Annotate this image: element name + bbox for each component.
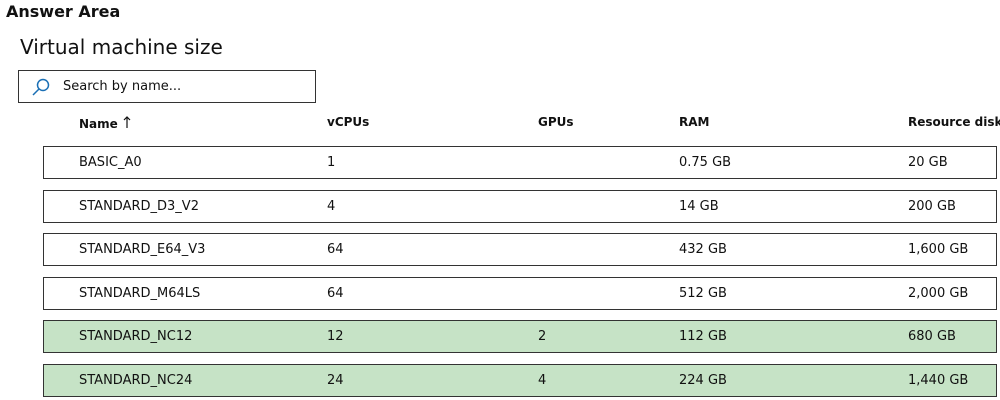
table-row[interactable]: BASIC_A0 1 0.75 GB 20 GB	[43, 146, 997, 179]
table-row[interactable]: STANDARD_D3_V2 4 14 GB 200 GB	[43, 189, 997, 223]
table-row[interactable]: STANDARD_E64_V3 64 432 GB 1,600 GB	[43, 233, 997, 267]
table-cell: 1,600 GB	[908, 242, 969, 258]
section-title: Virtual machine size	[20, 35, 223, 59]
table-cell: 2	[538, 329, 547, 345]
table-cell: 224 GB	[679, 373, 727, 388]
table-cell: STANDARD_D3_V2	[79, 198, 199, 214]
table-cell: 432 GB	[679, 242, 727, 258]
table-row[interactable]: STANDARD_NC24 24 4 224 GB 1,440 GB	[43, 364, 997, 397]
table-cell: 64	[327, 242, 344, 258]
search-icon	[32, 78, 50, 96]
table-cell: 2,000 GB	[908, 285, 969, 301]
table-cell: 200 GB	[908, 198, 956, 214]
table-cell: 0.75 GB	[679, 155, 732, 170]
column-header[interactable]: RAM	[679, 115, 710, 129]
table-cell: 680 GB	[908, 329, 956, 345]
sort-arrow	[123, 116, 131, 128]
table-cell: BASIC_A0	[79, 155, 142, 170]
table-cell: 4	[327, 198, 336, 214]
table-cell: 12	[327, 329, 344, 345]
table-cell: STANDARD_E64_V3	[79, 242, 206, 258]
table-cell: 4	[538, 373, 547, 388]
table-cell: STANDARD_M64LS	[79, 285, 201, 301]
table-cell: 112 GB	[679, 329, 727, 345]
table-row[interactable]: STANDARD_M64LS 64 512 GB 2,000 GB	[43, 276, 997, 310]
search-placeholder: Search by name...	[63, 79, 182, 94]
table-cell: STANDARD_NC24	[79, 373, 193, 388]
table-cell: 1	[327, 155, 336, 170]
table-cell: 24	[327, 373, 344, 388]
column-header[interactable]: Resource disk	[908, 115, 1000, 129]
search-box[interactable]: Search by name...	[18, 70, 316, 103]
answer-area-title: Answer Area	[6, 2, 121, 21]
column-header[interactable]: Name	[79, 115, 132, 131]
table-cell: 14 GB	[679, 198, 719, 214]
table-cell: STANDARD_NC12	[79, 329, 193, 345]
table-cell: 1,440 GB	[908, 373, 969, 388]
column-header[interactable]: GPUs	[538, 115, 574, 129]
table-cell: 64	[327, 285, 344, 301]
table-row[interactable]: STANDARD_NC12 12 2 112 GB 680 GB	[43, 320, 997, 354]
column-header[interactable]: vCPUs	[327, 115, 370, 129]
table-cell: 512 GB	[679, 285, 727, 301]
table-cell: 20 GB	[908, 155, 948, 170]
